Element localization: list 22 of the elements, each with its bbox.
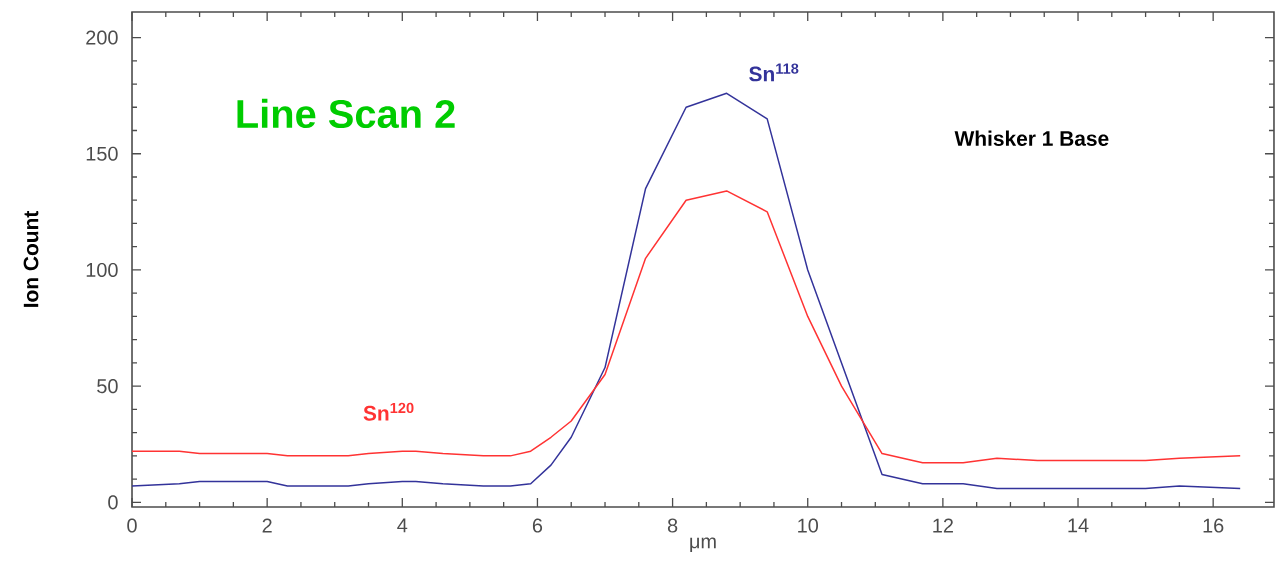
y-tick-label: 150 — [86, 146, 118, 161]
x-tick-label: 14 — [1068, 518, 1089, 533]
x-tick-label: 10 — [798, 518, 819, 533]
x-tick-label: 0 — [127, 518, 137, 533]
x-axis-title: μm — [690, 537, 716, 552]
x-tick-label: 12 — [933, 518, 953, 533]
series-label: Sn$^{120}$ — [363, 402, 414, 421]
y-tick-label: 0 — [108, 495, 118, 510]
y-axis-title: Ion Count — [23, 210, 39, 307]
y-tick-label: 100 — [86, 262, 118, 277]
x-tick-label: 16 — [1203, 518, 1224, 533]
y-tick-label: 50 — [97, 379, 118, 394]
text: Line Scan 2 — [237, 98, 455, 129]
line-series — [132, 92, 1241, 490]
series-label: Sn$^{118}$ — [749, 63, 799, 82]
annotation: Whisker 1 Base — [954, 130, 1109, 146]
x-tick-label: 4 — [397, 518, 408, 533]
x-tick-label: 2 — [262, 518, 272, 533]
x-tick-label: 6 — [532, 518, 543, 533]
y-tick-label: 200 — [86, 30, 118, 45]
x-tick-label: 8 — [667, 518, 678, 533]
line-series — [132, 190, 1241, 464]
